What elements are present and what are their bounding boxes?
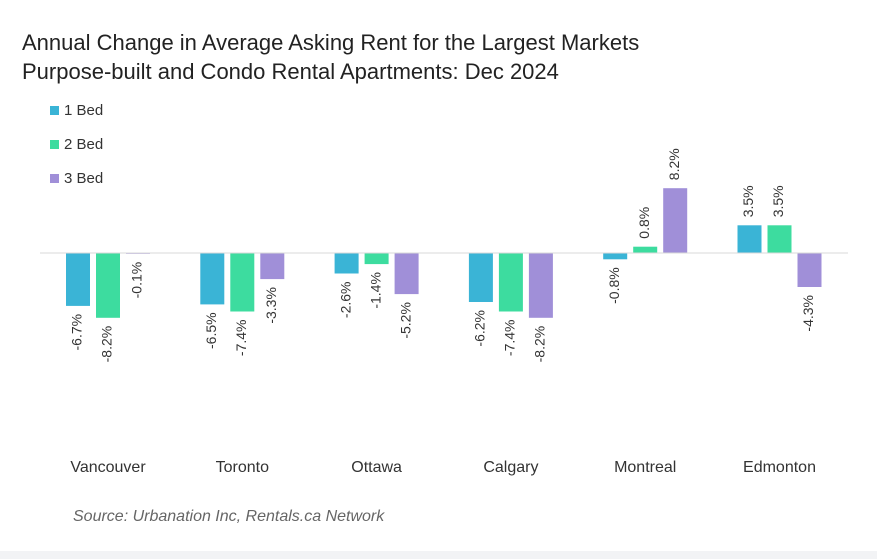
value-label: -8.2% [532,326,548,363]
value-label: -0.8% [606,267,622,304]
chart-title-line: Annual Change in Average Asking Rent for… [22,30,640,55]
bottom-strip [0,551,877,559]
bar [498,253,523,312]
category-label: Calgary [483,459,538,476]
category-label: Edmonton [743,459,816,476]
value-label: 8.2% [666,148,682,180]
bar [603,253,628,260]
bars-group [66,188,822,318]
bar [737,225,762,253]
bar [528,253,553,318]
source-note: Source: Urbanation Inc, Rentals.ca Netwo… [73,508,385,525]
chart-title: Annual Change in Average Asking Rent for… [22,28,639,86]
category-label: Vancouver [70,459,146,476]
legend: 1 Bed 2 Bed 3 Bed [50,102,103,187]
value-label: -8.2% [99,326,115,363]
bar [96,253,120,318]
value-label: -6.2% [472,310,488,347]
bar [364,253,389,265]
legend-label: 3 Bed [64,170,103,187]
category-label: Ottawa [351,459,402,476]
value-label: -6.7% [69,314,85,351]
bar [394,253,419,295]
legend-swatch [50,140,59,149]
value-label: -5.2% [397,302,413,339]
value-label: 0.8% [636,207,652,239]
chart-subtitle-line: Purpose-built and Condo Rental Apartment… [22,59,559,84]
bar [468,253,493,302]
bar [260,253,285,280]
value-label: -1.4% [367,272,383,309]
value-label: -0.1% [129,262,145,299]
bar [334,253,359,274]
bar [633,246,658,253]
bar [797,253,822,287]
legend-swatch [50,106,59,115]
value-label: -6.5% [203,312,219,349]
legend-swatch [50,174,59,183]
value-label: 3.5% [770,185,786,217]
bar [663,188,688,253]
value-label: -3.3% [263,287,279,324]
bar [767,225,792,253]
value-label: -7.4% [502,320,518,357]
bar [66,253,90,306]
legend-label: 1 Bed [64,102,103,119]
category-labels-group: Vancouver Toronto Ottawa Calgary Montreal Edm… [70,459,816,476]
value-label: -4.3% [800,295,816,332]
value-label: 3.5% [740,185,756,217]
value-label: -2.6% [337,282,353,319]
bar [230,253,255,312]
bar [200,253,225,305]
category-label: Toronto [216,459,269,476]
value-label: -7.4% [233,320,249,357]
category-label: Montreal [614,459,676,476]
legend-label: 2 Bed [64,136,103,153]
value-labels-group: -6.7% -8.2% -0.1% -6.5% -7.4% -3.3% -2.6% -1.4%… [69,148,817,362]
